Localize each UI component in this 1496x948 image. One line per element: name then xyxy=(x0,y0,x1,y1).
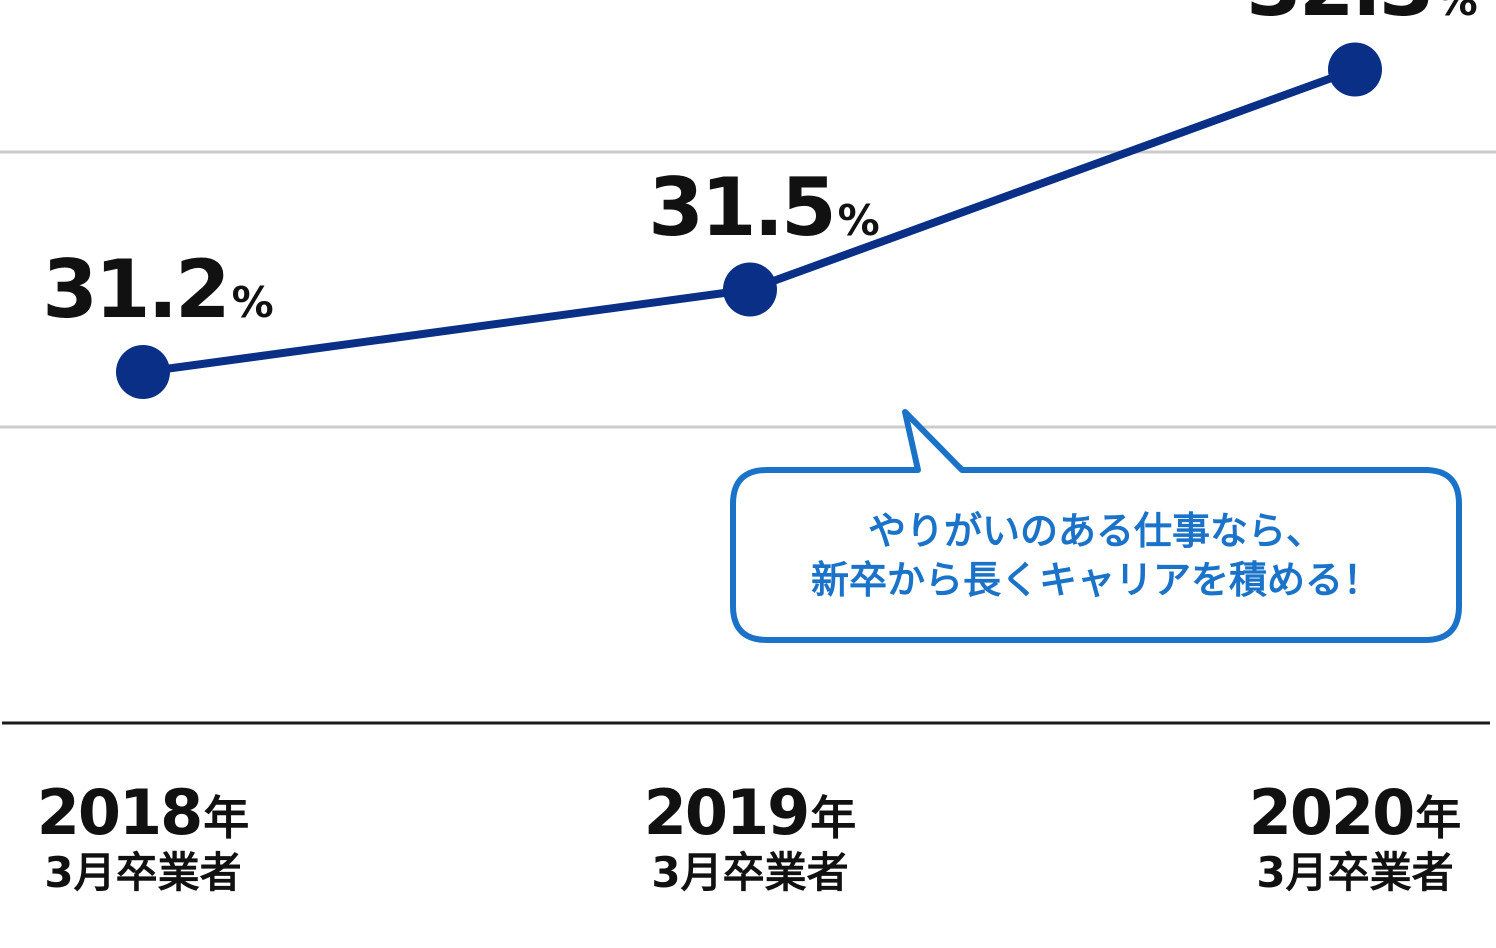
callout-text: やりがいのある仕事なら、 新卒から長くキャリアを積める！ xyxy=(738,478,1454,634)
value-label: 31.5% xyxy=(648,160,880,254)
callout-line: 新卒から長くキャリアを積める！ xyxy=(810,558,1381,602)
callout-bubble xyxy=(730,409,1462,643)
x-tick-label: 2020年 3月卒業者 xyxy=(1248,776,1462,897)
value-label: 32.3% xyxy=(1246,0,1478,27)
gridlines xyxy=(0,150,1496,429)
callout-line: やりがいのある仕事なら、 xyxy=(867,508,1324,553)
data-point xyxy=(1328,42,1382,97)
x-tick-label: 2018年 3月卒業者 xyxy=(36,776,250,897)
data-points xyxy=(116,42,1382,399)
x-tick-label: 2019年 3月卒業者 xyxy=(643,776,857,897)
data-point xyxy=(723,262,777,317)
value-label: 31.2% xyxy=(42,243,274,336)
data-point xyxy=(116,345,170,399)
